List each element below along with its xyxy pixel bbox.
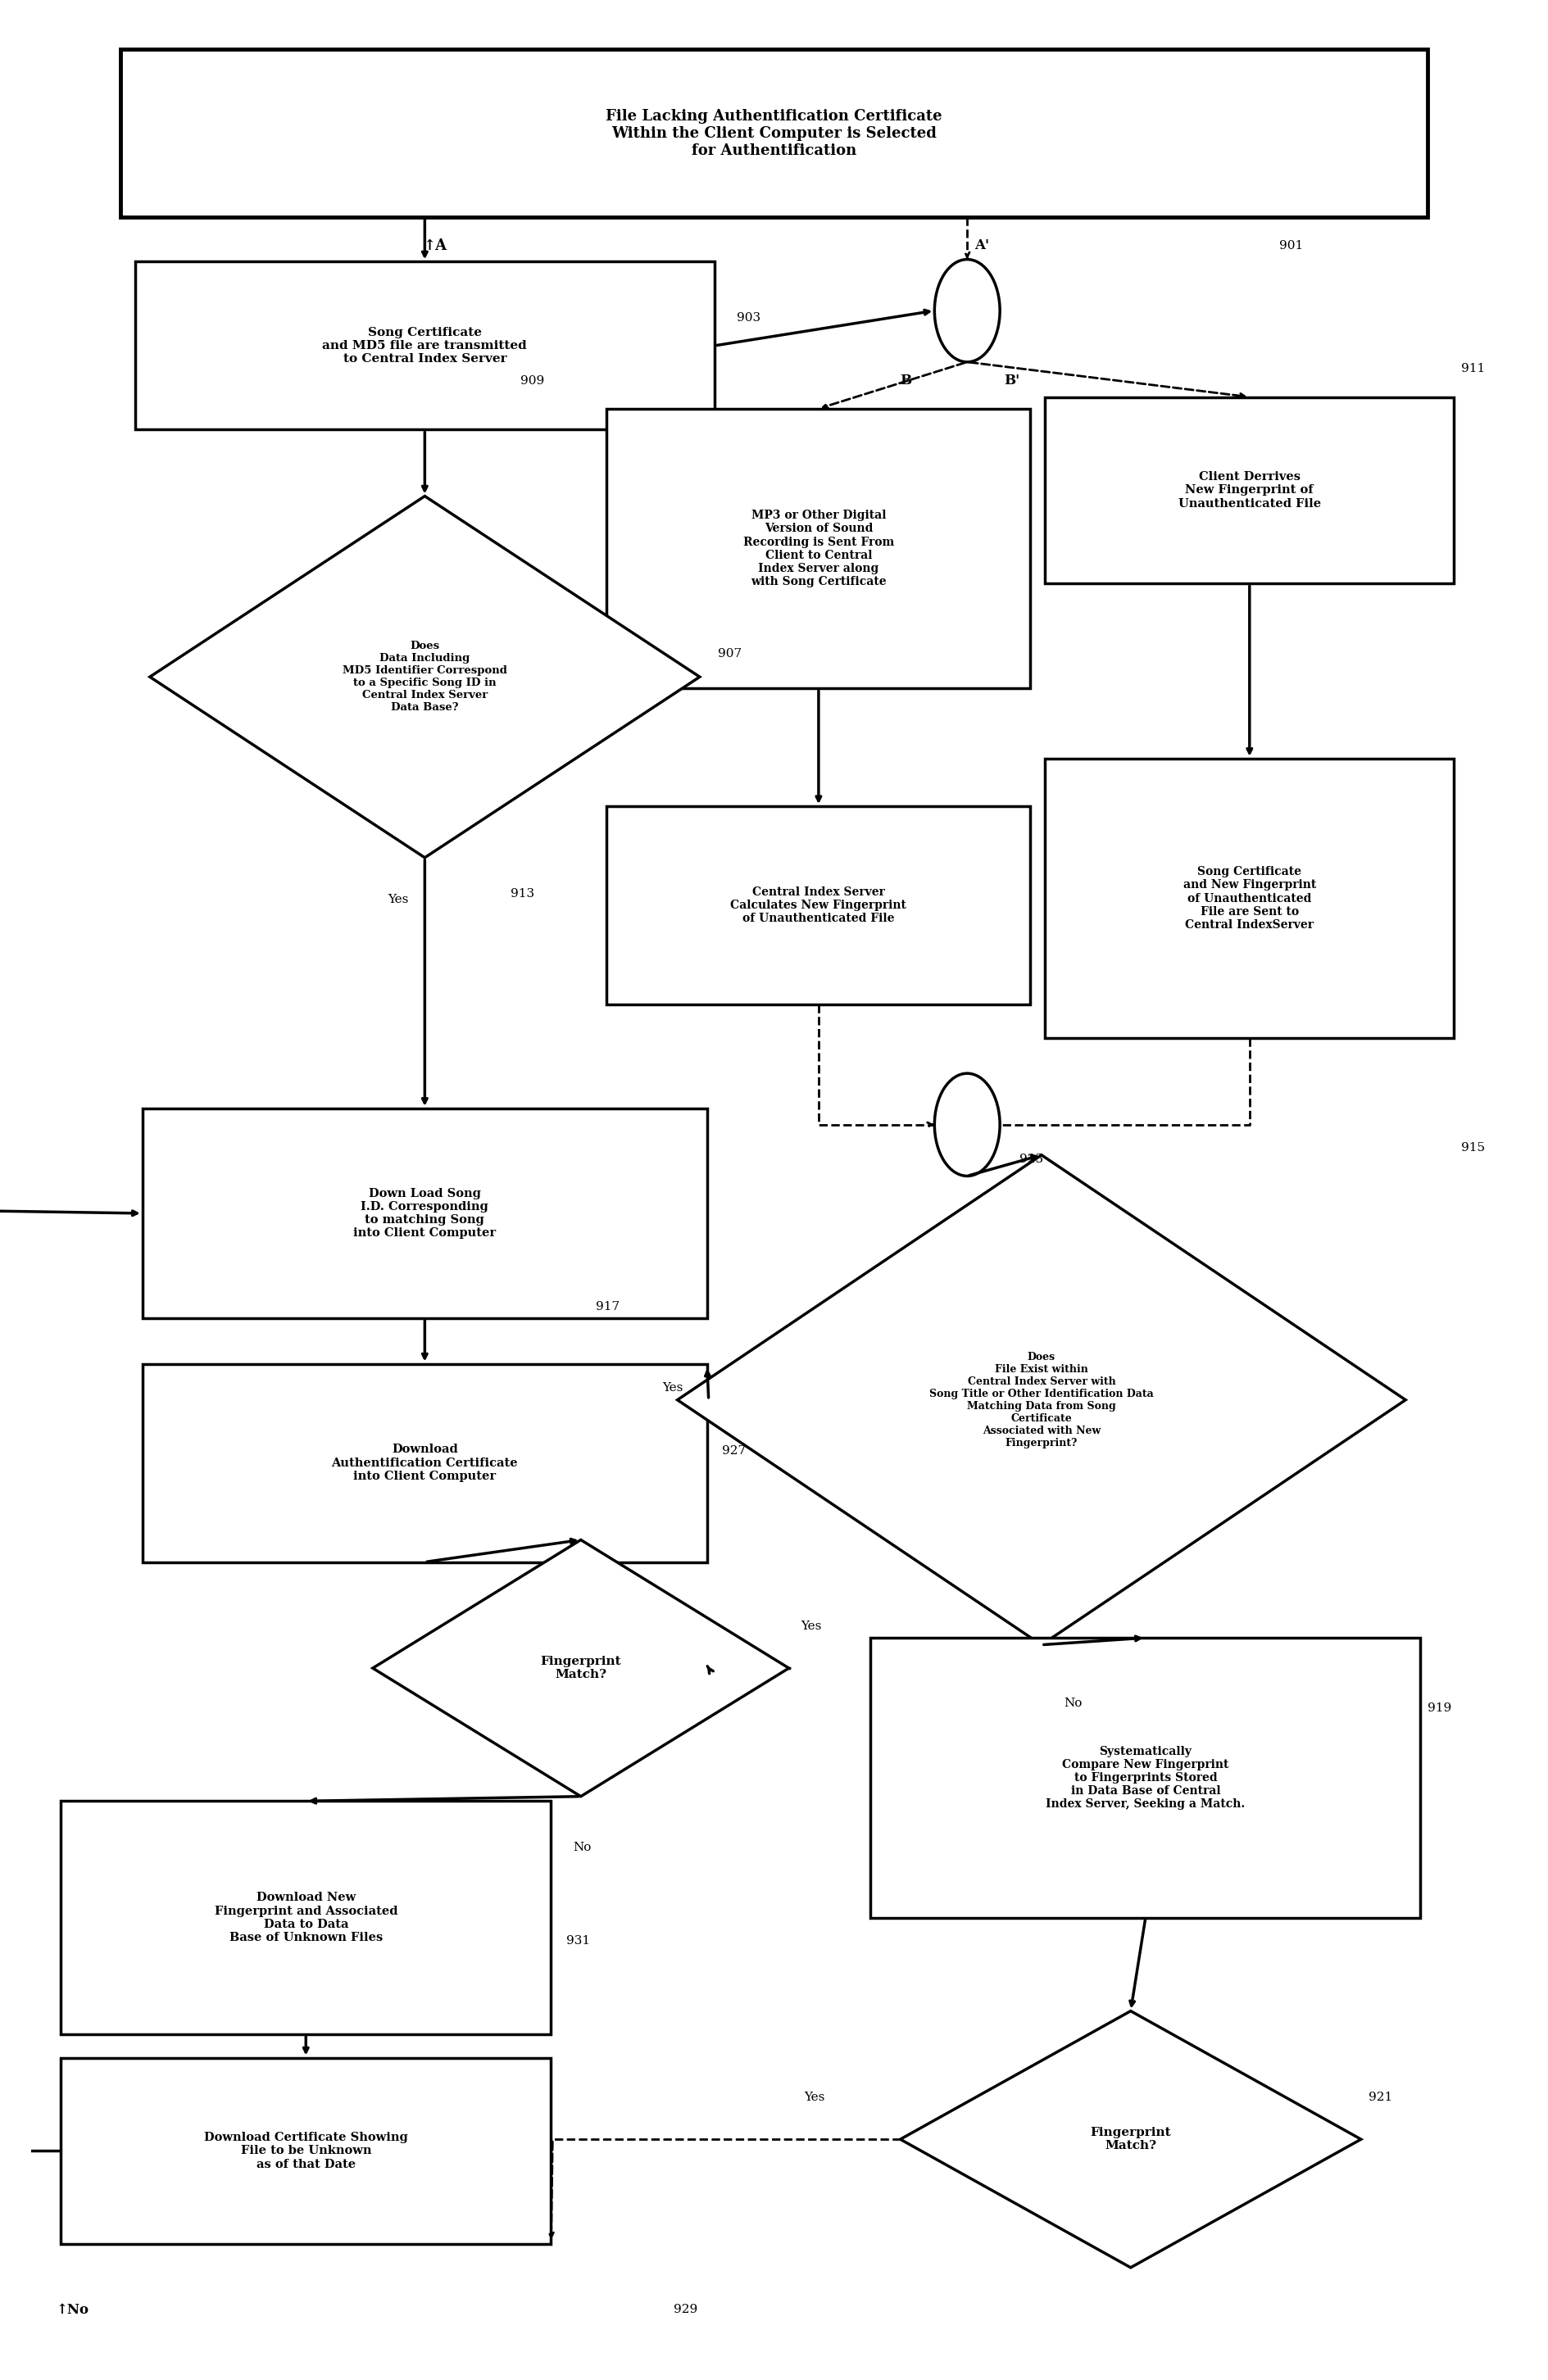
Text: 909: 909	[520, 376, 545, 386]
FancyBboxPatch shape	[607, 409, 1031, 688]
Text: Yes: Yes	[387, 895, 409, 904]
FancyBboxPatch shape	[1045, 759, 1454, 1038]
Text: 925: 925	[1019, 1154, 1043, 1166]
Text: 919: 919	[1427, 1702, 1452, 1714]
Text: Fingerprint
Match?: Fingerprint Match?	[540, 1656, 621, 1680]
Text: 903: 903	[737, 312, 760, 324]
Text: Download
Authentification Certificate
into Client Computer: Download Authentification Certificate in…	[331, 1445, 519, 1483]
Text: Systematically
Compare New Fingerprint
to Fingerprints Stored
in Data Base of Ce: Systematically Compare New Fingerprint t…	[1046, 1745, 1245, 1811]
Circle shape	[935, 1073, 1000, 1176]
Text: 911: 911	[1461, 364, 1485, 374]
Text: ↑A: ↑A	[423, 238, 447, 252]
Text: Song Certificate
and New Fingerprint
of Unauthenticated
File are Sent to
Central: Song Certificate and New Fingerprint of …	[1183, 866, 1316, 931]
Text: File Lacking Authentification Certificate
Within the Client Computer is Selected: File Lacking Authentification Certificat…	[605, 109, 943, 157]
Text: Song Certificate
and MD5 file are transmitted
to Central Index Server: Song Certificate and MD5 file are transm…	[322, 326, 528, 364]
Text: 901: 901	[1279, 240, 1303, 252]
Polygon shape	[678, 1154, 1406, 1645]
Text: Fingerprint
Match?: Fingerprint Match?	[1090, 2128, 1172, 2152]
Text: MP3 or Other Digital
Version of Sound
Recording is Sent From
Client to Central
I: MP3 or Other Digital Version of Sound Re…	[743, 509, 895, 588]
Text: Does
File Exist within
Central Index Server with
Song Title or Other Identificat: Does File Exist within Central Index Ser…	[929, 1352, 1153, 1449]
FancyBboxPatch shape	[142, 1364, 707, 1561]
Text: B': B'	[1005, 374, 1020, 388]
Text: No: No	[573, 1842, 591, 1854]
Circle shape	[935, 259, 1000, 362]
Text: 931: 931	[567, 1935, 590, 1947]
FancyBboxPatch shape	[60, 1802, 551, 2035]
Text: ↑No: ↑No	[56, 2301, 88, 2316]
FancyBboxPatch shape	[60, 2059, 551, 2244]
Text: 907: 907	[718, 647, 741, 659]
FancyBboxPatch shape	[135, 262, 715, 431]
Text: 927: 927	[721, 1445, 746, 1457]
Text: Yes: Yes	[800, 1621, 822, 1633]
Text: Download Certificate Showing
File to be Unknown
as of that Date: Download Certificate Showing File to be …	[204, 2132, 407, 2171]
Text: 929: 929	[673, 2304, 698, 2316]
Text: Client Derrives
New Fingerprint of
Unauthenticated File: Client Derrives New Fingerprint of Unaut…	[1178, 471, 1320, 509]
Text: A': A'	[975, 238, 989, 252]
Text: No: No	[1063, 1697, 1082, 1709]
Text: Yes: Yes	[803, 2092, 825, 2104]
FancyBboxPatch shape	[1045, 397, 1454, 583]
Text: Down Load Song
I.D. Corresponding
to matching Song
into Client Computer: Down Load Song I.D. Corresponding to mat…	[353, 1188, 495, 1240]
FancyBboxPatch shape	[121, 50, 1427, 217]
Polygon shape	[373, 1540, 789, 1797]
Polygon shape	[150, 495, 700, 857]
Text: Yes: Yes	[663, 1383, 683, 1395]
Text: 915: 915	[1461, 1142, 1485, 1154]
Text: Central Index Server
Calculates New Fingerprint
of Unauthenticated File: Central Index Server Calculates New Fing…	[731, 885, 907, 923]
FancyBboxPatch shape	[607, 807, 1031, 1004]
Text: Does
Data Including
MD5 Identifier Correspond
to a Specific Song ID in
Central I: Does Data Including MD5 Identifier Corre…	[342, 640, 508, 714]
FancyBboxPatch shape	[870, 1637, 1421, 1918]
Text: Download New
Fingerprint and Associated
Data to Data
Base of Unknown Files: Download New Fingerprint and Associated …	[214, 1892, 398, 1944]
Text: 913: 913	[511, 888, 534, 900]
Text: B: B	[901, 374, 912, 388]
Text: 921: 921	[1368, 2092, 1392, 2104]
FancyBboxPatch shape	[142, 1109, 707, 1319]
Polygon shape	[901, 2011, 1361, 2268]
Text: 917: 917	[596, 1302, 619, 1311]
